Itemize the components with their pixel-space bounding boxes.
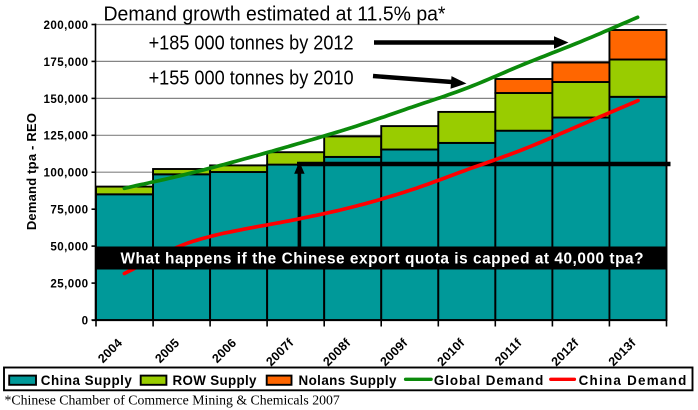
svg-text:25,000: 25,000 <box>50 278 88 291</box>
svg-text:China Demand: China Demand <box>579 373 687 388</box>
svg-text:Demand tpa - REO: Demand tpa - REO <box>24 113 39 230</box>
svg-text:175,000: 175,000 <box>43 56 88 69</box>
svg-text:125,000: 125,000 <box>43 130 88 143</box>
svg-text:China Supply: China Supply <box>41 373 133 388</box>
svg-text:Global Demand: Global Demand <box>434 373 543 388</box>
svg-text:+185 000 tonnes by 2012: +185 000 tonnes by 2012 <box>149 33 354 55</box>
svg-text:200,000: 200,000 <box>43 19 88 32</box>
svg-text:50,000: 50,000 <box>50 241 88 254</box>
svg-text:150,000: 150,000 <box>43 93 88 106</box>
svg-text:Demand growth estimated at 11.: Demand growth estimated at 11.5% pa* <box>104 3 446 25</box>
svg-text:ROW Supply: ROW Supply <box>173 373 258 388</box>
svg-text:+155 000 tonnes by 2010: +155 000 tonnes by 2010 <box>149 68 354 90</box>
svg-text:Nolans Supply: Nolans Supply <box>299 373 398 388</box>
svg-text:100,000: 100,000 <box>43 167 88 180</box>
svg-text:0: 0 <box>82 314 89 327</box>
svg-text:*Chinese Chamber of Commerce M: *Chinese Chamber of Commerce Mining & Ch… <box>5 393 340 408</box>
svg-text:What happens if the Chinese ex: What happens if the Chinese export quota… <box>121 250 644 267</box>
svg-text:75,000: 75,000 <box>50 204 88 217</box>
